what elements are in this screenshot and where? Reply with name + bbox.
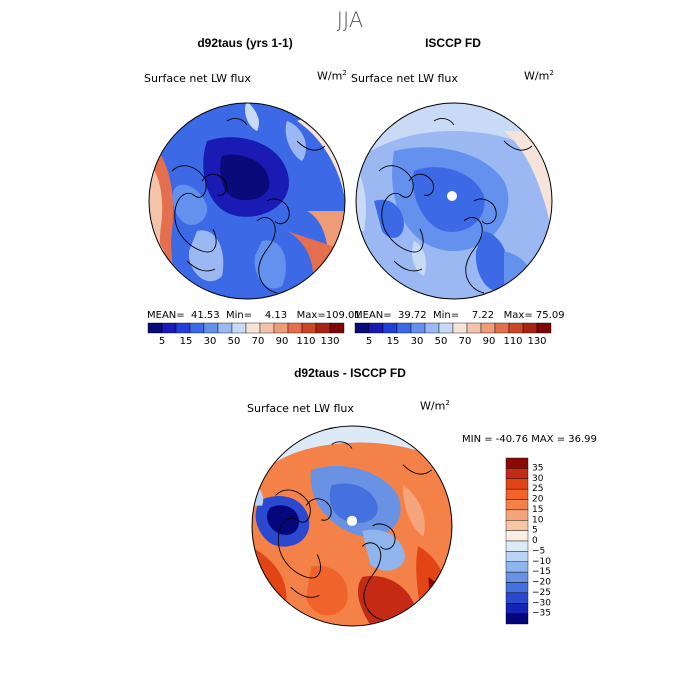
diff-colorbar-swatch: [505, 613, 529, 625]
panel-1-colorbar-swatch: [175, 322, 191, 334]
panel-1-stats: MEAN= 41.53 Min= 4.13 Max=109.01: [147, 310, 361, 321]
diff-colorbar-tick-label: −30: [532, 598, 551, 608]
diff-colorbar-swatch: [505, 603, 529, 614]
panel-1-colorbar-swatch: [273, 322, 289, 334]
panel-1-variable-label: Surface net LW flux: [144, 72, 251, 85]
panel-1-colorbar-swatch: [161, 322, 177, 334]
panel-2-colorbar-swatch: [480, 322, 496, 334]
panel-2-colorbar-swatch: [508, 322, 524, 334]
diff-panel-title: d92taus - ISCCP FD: [294, 366, 406, 380]
panel-2-colorbar-swatch: [410, 322, 426, 334]
panel-2-colorbar-tick-label: 5: [366, 336, 372, 347]
panel-2-colorbar: 5 15 30 50 70 90 110 130: [354, 322, 552, 347]
diff-colorbar-tick-label: 30: [532, 474, 544, 484]
panel-1-colorbar-swatch: [231, 322, 247, 334]
panel-2-variable-label: Surface net LW flux: [351, 72, 458, 85]
diff-colorbar-tick-label: 5: [532, 526, 538, 536]
diff-colorbar-swatch: [505, 582, 529, 594]
diff-colorbar-tick-label: 35: [532, 463, 543, 473]
panel-1-colorbar-tick-label: 130: [320, 336, 339, 347]
panel-1-polar-map: [148, 102, 346, 300]
panel-1-colorbar-tick-label: 110: [296, 336, 315, 347]
panel-2-colorbar-tick-label: 130: [527, 336, 546, 347]
panel-1-colorbar-swatch: [301, 322, 317, 334]
diff-colorbar-tick-label: −25: [532, 588, 551, 598]
panel-2-polar-map: [355, 102, 553, 300]
diff-colorbar-tick-label: 15: [532, 505, 543, 515]
panel-2-colorbar-swatch: [494, 322, 510, 334]
panel-2-colorbar-swatch: [466, 322, 482, 334]
panel-2-colorbar-swatch: [452, 322, 468, 334]
panel-2-title: ISCCP FD: [425, 36, 481, 50]
diff-colorbar-swatch: [505, 509, 529, 521]
diff-colorbar-swatch: [505, 457, 529, 469]
panel-2-colorbar-tick-label: 30: [411, 336, 424, 347]
panel-1-colorbar-tick-label: 70: [252, 336, 265, 347]
panel-1-colorbar-swatch: [259, 322, 275, 334]
panel-1-colorbar: 5 15 30 50 70 90 110 130: [147, 322, 345, 347]
diff-panel-variable-label: Surface net LW flux: [247, 402, 354, 415]
panel-2-colorbar-tick-label: 70: [459, 336, 472, 347]
panel-1-colorbar-swatch: [315, 322, 331, 334]
panel-1-colorbar-swatch: [189, 322, 205, 334]
panel-1-colorbar-tick-label: 30: [204, 336, 217, 347]
panel-2-colorbar-swatch: [424, 322, 440, 334]
diff-colorbar-swatch: [505, 530, 529, 542]
diff-panel-minmax: MIN = -40.76 MAX = 36.99: [462, 434, 597, 445]
panel-2-colorbar-swatch: [382, 322, 398, 334]
panel-2-colorbar-tick-label: 15: [387, 336, 400, 347]
diff-colorbar-swatch: [505, 592, 529, 604]
panel-1-colorbar-swatch: [147, 322, 163, 334]
diff-colorbar-swatch: [505, 571, 529, 583]
diff-colorbar-swatch: [505, 468, 529, 479]
panel-2-colorbar-swatch: [522, 322, 538, 334]
diff-colorbar-swatch: [505, 499, 529, 511]
panel-2-colorbar-swatch: [438, 322, 454, 334]
diff-colorbar-tick-label: −5: [532, 546, 545, 556]
panel-2-colorbar-swatch: [396, 322, 412, 334]
diff-colorbar-swatch: [505, 540, 529, 552]
panel-1-units: W/m2: [317, 69, 347, 83]
panel-1-colorbar-swatch: [203, 322, 219, 334]
panel-2-colorbar-tick-label: 90: [483, 336, 496, 347]
diff-colorbar-tick-label: 10: [532, 515, 544, 525]
panel-2-colorbar-tick-label: 110: [503, 336, 522, 347]
diff-panel-polar-map: [251, 425, 453, 627]
diff-colorbar-swatch: [505, 561, 529, 573]
panel-2-colorbar-swatch: [354, 322, 370, 334]
diff-colorbar-tick-label: −15: [532, 567, 551, 577]
panel-2-stats: MEAN= 39.72 Min= 7.22 Max= 75.09: [354, 310, 565, 321]
panel-1-colorbar-tick-label: 15: [180, 336, 193, 347]
diff-colorbar-swatch: [505, 551, 529, 562]
panel-1-title: d92taus (yrs 1-1): [197, 36, 293, 50]
diff-colorbar-tick-label: 0: [532, 536, 538, 546]
diff-colorbar-swatch: [505, 488, 529, 500]
diff-colorbar-tick-label: −35: [532, 609, 551, 619]
main-title: JJA: [336, 8, 364, 32]
panel-1-colorbar-tick-label: 50: [228, 336, 241, 347]
panel-2-colorbar-tick-label: 50: [435, 336, 448, 347]
panel-2-colorbar-swatch: [368, 322, 384, 334]
panel-1-colorbar-swatch: [287, 322, 303, 334]
panel-1-colorbar-swatch: [329, 322, 345, 334]
panel-1-colorbar-swatch: [217, 322, 233, 334]
diff-colorbar-swatch: [505, 520, 529, 531]
panel-2-colorbar-swatch: [536, 322, 552, 334]
diff-colorbar-tick-label: 20: [532, 495, 544, 505]
diff-colorbar-tick-label: −10: [532, 557, 551, 567]
diff-colorbar-tick-label: −20: [532, 578, 551, 588]
panel-1-colorbar-tick-label: 90: [276, 336, 289, 347]
diff-colorbar-tick-label: 25: [532, 484, 543, 494]
panel-2-units: W/m2: [524, 69, 554, 83]
panel-1-colorbar-tick-label: 5: [159, 336, 165, 347]
panel-1-colorbar-swatch: [245, 322, 261, 334]
diff-panel-units: W/m2: [420, 399, 450, 413]
diff-colorbar-swatch: [505, 478, 529, 490]
